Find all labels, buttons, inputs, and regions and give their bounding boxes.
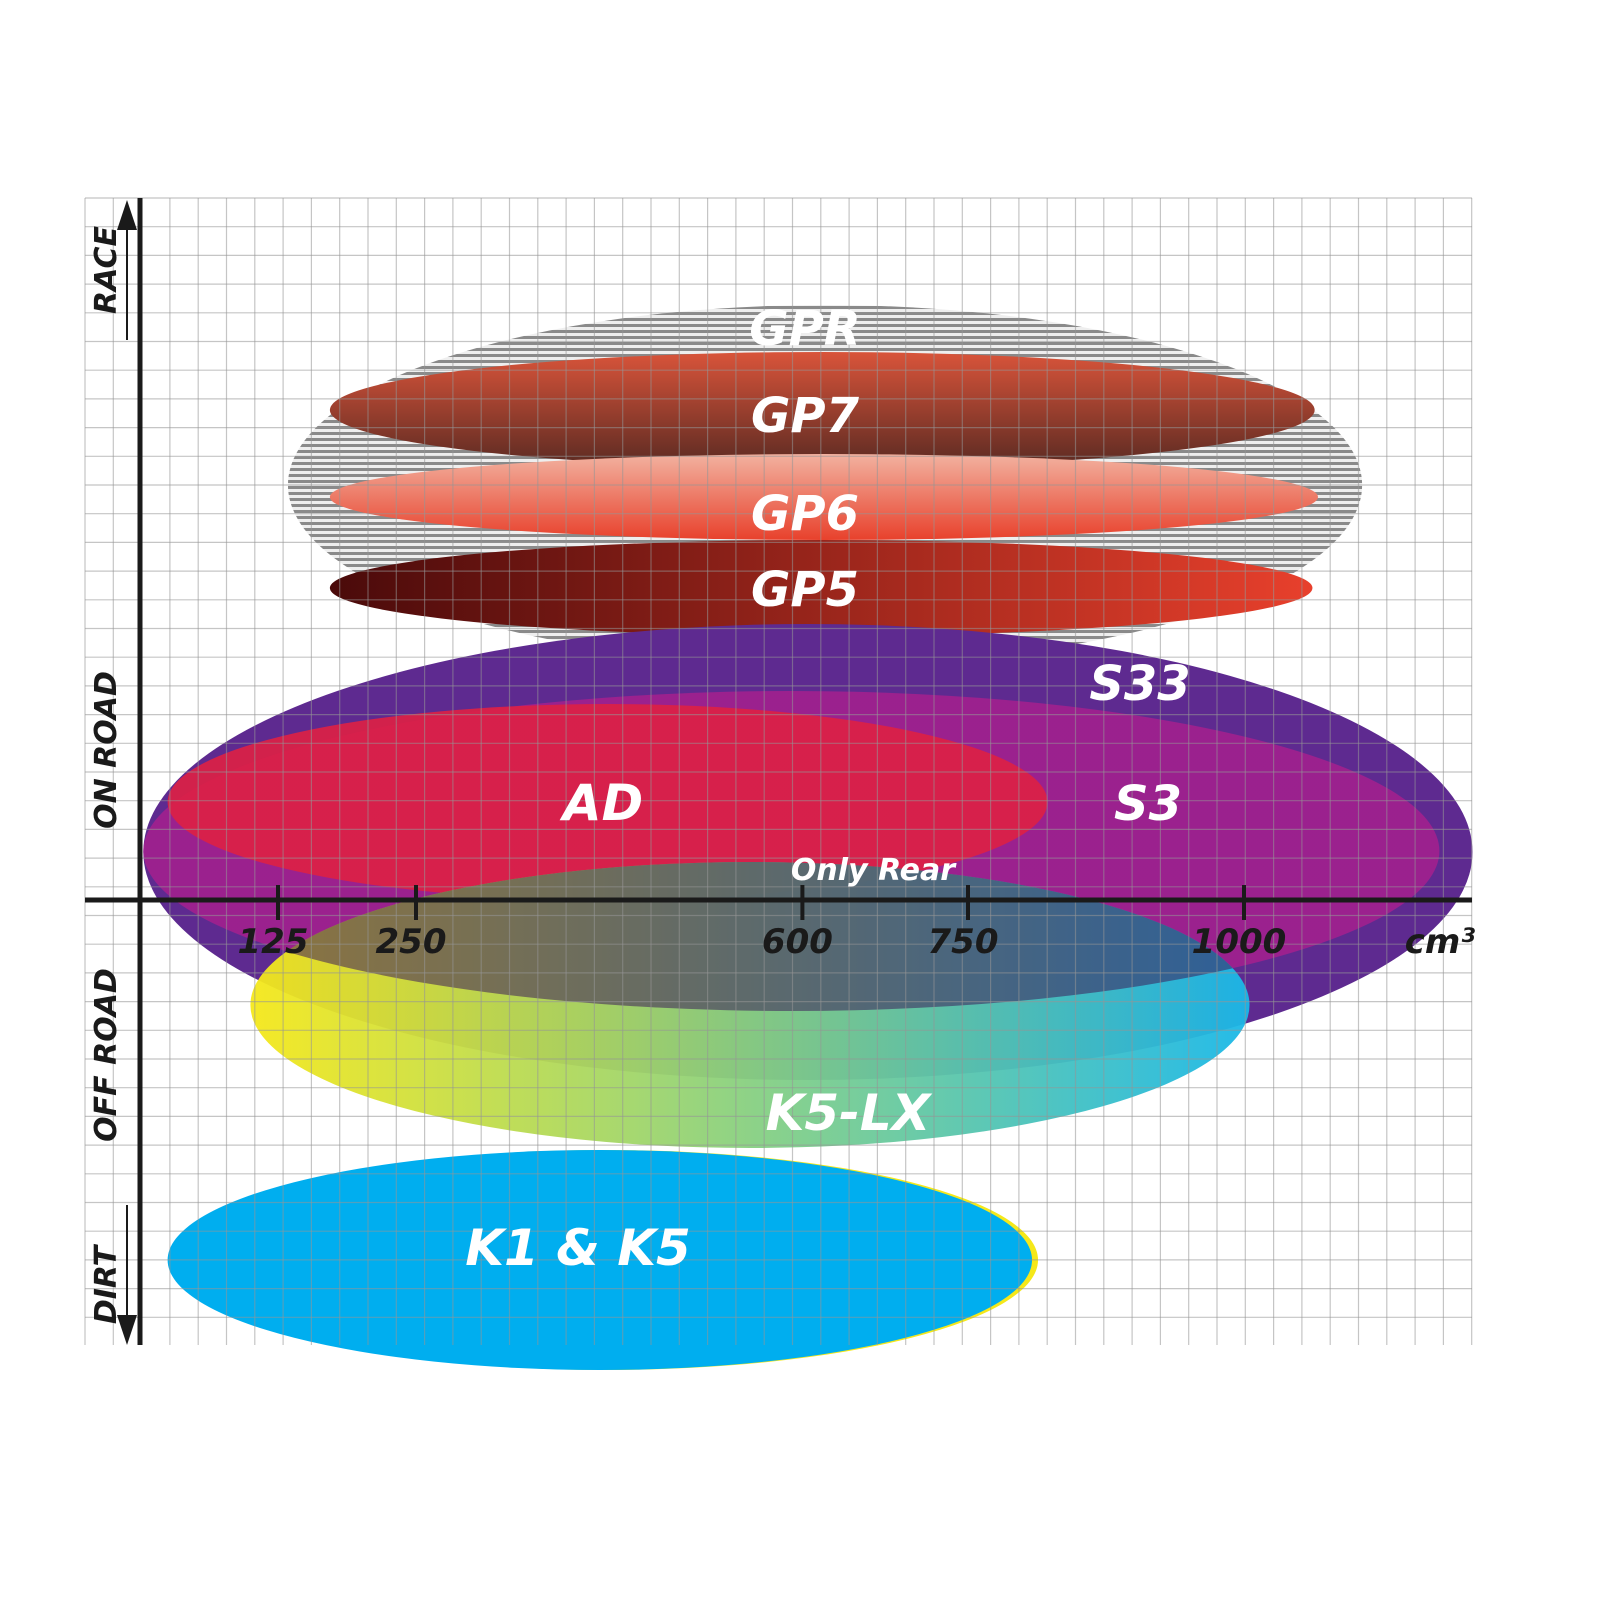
ellipse-gp6 xyxy=(329,454,1318,540)
x-tick-label-125: 125 xyxy=(238,922,309,962)
label-gp7: GP7 xyxy=(751,388,860,444)
x-tick-label-250: 250 xyxy=(376,922,447,962)
grid xyxy=(84,197,1473,1345)
label-s33: S33 xyxy=(1089,656,1190,712)
x-tick-label-1000: 1000 xyxy=(1192,922,1287,962)
dirt-arrow-head xyxy=(117,1315,137,1345)
ellipse-gp7 xyxy=(329,352,1315,468)
label-k1-k5: K1 & K5 xyxy=(465,1219,691,1277)
label-gp5: GP5 xyxy=(751,562,859,618)
x-unit-label: cm³ xyxy=(1405,922,1476,962)
y-axis-label-race: RACE xyxy=(89,226,124,314)
y-axis-label-on-road: ON ROAD xyxy=(89,671,124,829)
label-gpr: GPR xyxy=(749,301,861,357)
label-s3: S3 xyxy=(1114,776,1182,832)
label-only-rear: Only Rear xyxy=(791,853,957,888)
x-tick-label-750: 750 xyxy=(928,922,999,962)
k5-lx-overlap xyxy=(250,862,1250,1011)
label-gp6: GP6 xyxy=(751,486,859,542)
x-tick-label-600: 600 xyxy=(762,922,833,962)
y-axis-label-dirt: DIRT xyxy=(89,1243,124,1324)
label-ad: AD xyxy=(559,774,643,832)
y-axis-label-off-road: OFF ROAD xyxy=(89,968,124,1142)
label-k5-lx: K5-LX xyxy=(766,1084,933,1142)
ellipse-ad xyxy=(167,704,1048,900)
race-arrow-head xyxy=(117,200,137,230)
